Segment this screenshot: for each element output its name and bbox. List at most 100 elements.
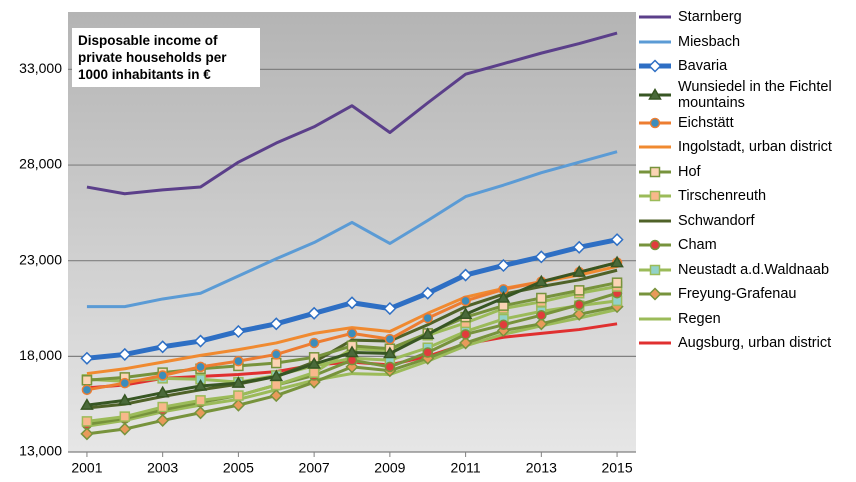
legend-marker [648,87,662,100]
data-point [573,285,585,296]
legend-item: Starnberg [638,5,852,30]
legend-label: Wunsiedel in the Fichtel mountains [678,78,832,111]
data-point [496,258,511,273]
data-point [269,317,283,331]
legend: Starnberg Miesbach Bavaria Wunsiedel in the… [638,5,852,356]
data-point [231,398,245,412]
legend-item: Augsburg, urban district [638,331,852,356]
legend-swatch [639,145,671,149]
data-point [534,250,548,264]
y-tick-label: 13,000 [19,443,62,459]
x-tick-label: 2001 [71,460,102,476]
series-line [86,308,618,428]
legend-label: Augsburg, urban district [678,335,832,352]
data-point [271,379,282,391]
legend-item: Regen [638,307,852,332]
legend-label: Eichstätt [678,114,734,131]
x-tick-label: 2009 [374,460,405,476]
data-point [383,346,397,359]
legend-swatch [639,219,671,223]
legend-marker [649,166,661,177]
legend-item: Wunsiedel in the Fichtel mountains [638,79,852,111]
legend-swatch [639,341,671,345]
data-point [459,336,473,350]
x-tick-label: 2013 [526,460,557,476]
data-point [155,385,170,398]
data-point [308,367,320,378]
data-point [233,390,244,401]
legend-marker [648,59,662,73]
data-point [384,361,396,373]
legend-item: Miesbach [638,30,852,55]
data-point [269,369,284,382]
data-point [193,379,208,391]
data-point [610,255,624,268]
legend-item: Tirschenreuth [638,184,852,209]
data-point [119,377,131,389]
legend-swatch [639,317,671,321]
data-point [572,265,587,277]
data-point [233,355,244,367]
legend-swatch [639,117,671,128]
x-tick-label: 2005 [223,460,254,476]
data-point [195,361,206,373]
legend-swatch [639,264,671,275]
legend-label: Regen [678,310,721,327]
data-point [420,327,435,340]
legend-item: Neustadt a.d.Waldnaab [638,258,852,283]
data-point [460,295,471,307]
legend-label: Hof [678,163,701,180]
data-point [572,307,586,321]
data-point [534,274,549,287]
data-point [231,376,246,388]
data-point [610,233,624,247]
data-point [269,389,283,403]
legend-label: Bavaria [678,58,728,75]
data-point [119,411,131,422]
legend-marker [648,287,662,301]
y-tick-label: 28,000 [19,156,62,172]
legend-swatch [639,240,671,251]
data-point [422,347,433,358]
data-point [195,395,206,406]
data-point [346,328,358,339]
data-point [384,333,396,345]
series-line [86,31,618,196]
data-point [271,349,282,360]
legend-swatch [639,166,671,177]
data-point [383,301,397,316]
data-point [308,337,320,349]
data-point [193,334,208,348]
legend-label: Tirschenreuth [678,188,767,205]
data-point [572,240,586,254]
data-point [157,401,168,413]
legend-label: Cham [678,237,717,254]
y-tick-label: 18,000 [19,347,62,363]
data-point [81,384,93,396]
data-point [498,319,509,331]
data-point [611,277,623,288]
legend-swatch [639,15,671,19]
data-point [422,312,433,324]
legend-marker [649,191,661,202]
legend-swatch [639,40,671,44]
data-point [193,406,208,420]
data-point [80,427,94,441]
data-point [458,307,473,320]
data-point [459,268,473,282]
data-point [307,306,321,320]
legend-swatch [639,287,671,301]
data-point [80,351,94,365]
data-point [118,422,132,436]
data-point [231,324,245,339]
data-point [307,357,321,369]
legend-label: Neustadt a.d.Waldnaab [678,261,830,278]
legend-label: Ingolstadt, urban district [678,139,832,156]
x-tick-label: 2011 [451,460,481,476]
x-tick-label: 2015 [601,460,632,476]
legend-item: Ingolstadt, urban district [638,135,852,160]
x-tick-label: 2007 [299,460,330,476]
data-point [460,329,471,340]
